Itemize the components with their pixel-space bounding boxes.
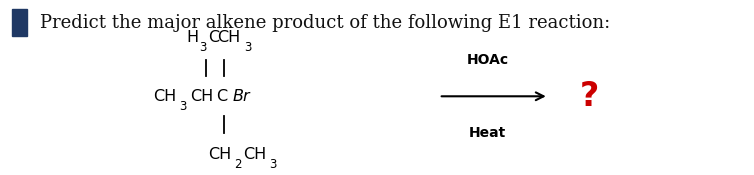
Text: Heat: Heat bbox=[469, 126, 507, 140]
Text: 3: 3 bbox=[179, 100, 187, 113]
Text: CH: CH bbox=[153, 89, 176, 104]
Text: Br: Br bbox=[232, 89, 250, 104]
Text: CH: CH bbox=[217, 30, 241, 45]
Text: Predict the major alkene product of the following E1 reaction:: Predict the major alkene product of the … bbox=[40, 14, 611, 32]
Text: 3: 3 bbox=[199, 41, 207, 54]
Text: C: C bbox=[216, 89, 227, 104]
Bar bbox=[12, 9, 27, 36]
Text: CH: CH bbox=[243, 147, 266, 162]
Text: CH: CH bbox=[208, 147, 231, 162]
Text: 2: 2 bbox=[234, 158, 242, 171]
Text: 3: 3 bbox=[269, 158, 277, 171]
Text: CH: CH bbox=[189, 89, 213, 104]
Text: H: H bbox=[186, 30, 198, 45]
Text: 3: 3 bbox=[244, 41, 251, 54]
Text: C: C bbox=[208, 30, 219, 45]
Text: ?: ? bbox=[579, 80, 599, 113]
Text: HOAc: HOAc bbox=[467, 52, 509, 66]
